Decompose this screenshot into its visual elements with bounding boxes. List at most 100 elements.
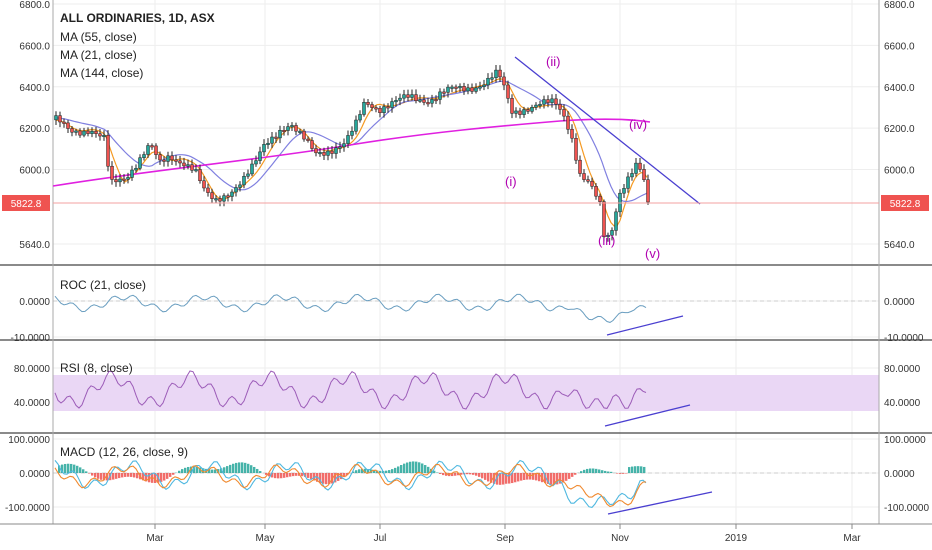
candle-body bbox=[594, 186, 598, 197]
macd-hist-bar bbox=[334, 473, 337, 483]
macd-hist-bar bbox=[271, 473, 274, 478]
macd-hist-bar bbox=[103, 473, 106, 481]
macd-hist-bar bbox=[406, 462, 409, 473]
price-tick-left: 6400.0 bbox=[19, 83, 50, 94]
macd-hist-bar bbox=[292, 473, 295, 477]
price-tick-right: 6000.0 bbox=[884, 166, 915, 177]
candle-body bbox=[222, 195, 226, 202]
time-tick-label: Sep bbox=[496, 533, 514, 544]
indicator-tick-left: 40.0000 bbox=[14, 398, 51, 409]
ma144-line bbox=[52, 118, 651, 187]
time-tick-label: Mar bbox=[843, 533, 861, 544]
candle-body bbox=[602, 201, 606, 238]
macd-hist-bar bbox=[487, 473, 490, 482]
candle-body bbox=[138, 157, 142, 169]
candle-body bbox=[134, 167, 138, 171]
indicator-tick-right: 80.0000 bbox=[884, 364, 921, 375]
candle-body bbox=[610, 230, 614, 236]
macd-hist-bar bbox=[364, 468, 367, 473]
macd-hist-bar bbox=[193, 466, 196, 473]
macd-hist-bar bbox=[598, 469, 601, 473]
macd-hist-bar bbox=[145, 473, 148, 482]
macd-hist-bar bbox=[442, 473, 445, 476]
candle-body bbox=[550, 98, 554, 103]
candle-body bbox=[158, 154, 162, 161]
candle-body bbox=[126, 177, 130, 180]
macd-hist-bar bbox=[460, 473, 463, 475]
macd-hist-bar bbox=[142, 473, 145, 481]
macd-hist-bar bbox=[211, 469, 214, 473]
candle-body bbox=[110, 165, 114, 180]
candle-body bbox=[638, 162, 642, 170]
roc-label: ROC (21, close) bbox=[60, 278, 146, 292]
candle-body bbox=[306, 138, 310, 141]
candle-body bbox=[174, 159, 178, 162]
time-tick-label: Jul bbox=[374, 533, 387, 544]
macd-hist-bar bbox=[517, 473, 520, 482]
candle-body bbox=[66, 122, 70, 129]
roc-trendline bbox=[606, 315, 684, 336]
candle-body bbox=[446, 86, 450, 93]
macd-hist-bar bbox=[319, 473, 322, 483]
macd-hist-bar bbox=[472, 473, 475, 475]
macd-hist-bar bbox=[229, 464, 232, 473]
macd-hist-bar bbox=[523, 473, 526, 480]
candle-body bbox=[534, 104, 538, 108]
candle-body bbox=[578, 159, 582, 174]
candle-body bbox=[414, 94, 418, 101]
time-tick-label: May bbox=[256, 533, 275, 544]
macd-hist-bar bbox=[643, 466, 646, 473]
macd-hist-bar bbox=[208, 469, 211, 473]
macd-hist-bar bbox=[184, 467, 187, 473]
candle-body bbox=[202, 180, 206, 189]
candle-body bbox=[278, 129, 282, 139]
macd-hist-bar bbox=[550, 473, 553, 485]
macd-hist-bar bbox=[352, 471, 355, 473]
macd-hist-bar bbox=[526, 473, 529, 480]
macd-hist-bar bbox=[73, 464, 76, 473]
macd-hist-bar bbox=[148, 473, 151, 483]
candle-body bbox=[242, 175, 246, 186]
candle-body bbox=[646, 179, 650, 203]
macd-hist-bar bbox=[313, 473, 316, 481]
macd-hist-bar bbox=[94, 473, 97, 478]
macd-hist-bar bbox=[307, 473, 310, 478]
macd-hist-bar bbox=[268, 473, 271, 477]
macd-hist-bar bbox=[469, 473, 472, 475]
candle-body bbox=[178, 160, 182, 164]
macd-hist-bar bbox=[505, 473, 508, 484]
macd-hist-bar bbox=[304, 473, 307, 477]
candle-body bbox=[398, 97, 402, 101]
macd-hist-bar bbox=[415, 461, 418, 473]
wave-label-iv: (iv) bbox=[629, 117, 647, 132]
macd-hist-bar bbox=[559, 473, 562, 484]
macd-hist-bar bbox=[181, 469, 184, 473]
macd-hist-bar bbox=[361, 468, 364, 473]
last-price-right: 5822.8 bbox=[890, 199, 921, 210]
candle-body bbox=[630, 173, 634, 178]
macd-hist-bar bbox=[160, 473, 163, 482]
macd-hist-bar bbox=[568, 473, 571, 479]
candle-body bbox=[302, 130, 306, 140]
candle-body bbox=[338, 146, 342, 149]
macd-hist-bar bbox=[346, 473, 349, 476]
macd-hist-bar bbox=[76, 465, 79, 473]
candle-body bbox=[510, 98, 514, 114]
candle-body bbox=[522, 109, 526, 115]
candle-body bbox=[182, 162, 186, 167]
macd-hist-bar bbox=[322, 473, 325, 484]
macd-hist-bar bbox=[289, 473, 292, 477]
indicator-tick-left: -100.0000 bbox=[5, 503, 50, 514]
candle-body bbox=[330, 150, 334, 154]
macd-signal-line bbox=[54, 463, 647, 508]
candle-body bbox=[406, 94, 410, 98]
macd-hist-bar bbox=[544, 473, 547, 484]
candle-body bbox=[526, 109, 530, 112]
macd-hist-bar bbox=[388, 470, 391, 473]
last-price-tag-right bbox=[881, 195, 929, 211]
candle-body bbox=[626, 176, 630, 189]
macd-hist-bar bbox=[589, 468, 592, 473]
macd-hist-bar bbox=[121, 473, 124, 478]
macd-hist-bar bbox=[595, 468, 598, 473]
